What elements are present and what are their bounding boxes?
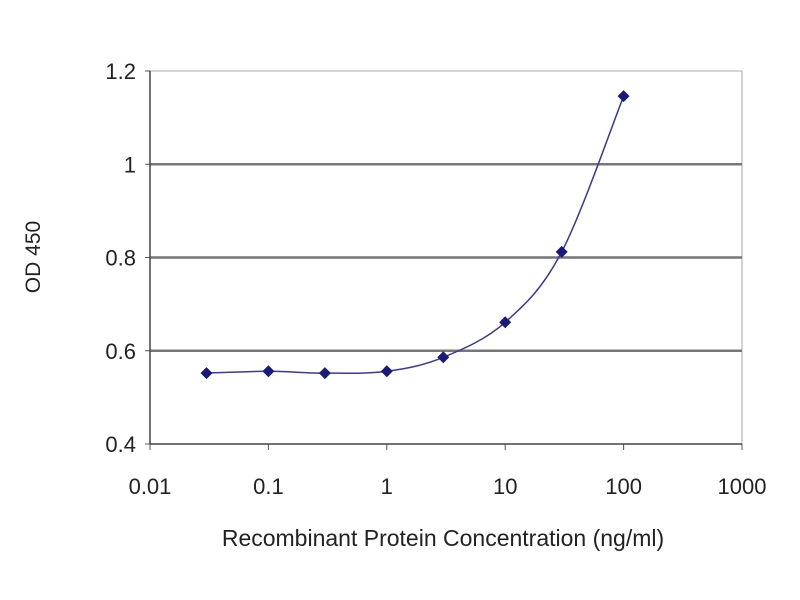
x-tick-label: 1: [381, 474, 393, 499]
x-tick-label: 0.01: [129, 474, 172, 499]
x-tick-label: 0.1: [253, 474, 284, 499]
y-tick-label: 0.8: [105, 246, 136, 271]
y-tick-label: 1.2: [105, 59, 136, 84]
y-tick-label: 1: [124, 152, 136, 177]
data-point: [437, 351, 450, 364]
x-tick-label: 100: [605, 474, 642, 499]
data-point: [617, 90, 630, 103]
data-point: [200, 367, 213, 380]
x-tick-label: 1000: [718, 474, 767, 499]
y-axis-label: OD 450: [22, 221, 45, 293]
data-point: [380, 365, 393, 378]
x-tick-label: 10: [493, 474, 517, 499]
data-point: [262, 365, 275, 378]
x-axis-label: Recombinant Protein Concentration (ng/ml…: [222, 525, 664, 551]
data-point: [499, 316, 512, 329]
data-point: [318, 367, 331, 380]
y-tick-label: 0.4: [105, 432, 136, 457]
data-point: [555, 245, 568, 258]
y-tick-label: 0.6: [105, 339, 136, 364]
